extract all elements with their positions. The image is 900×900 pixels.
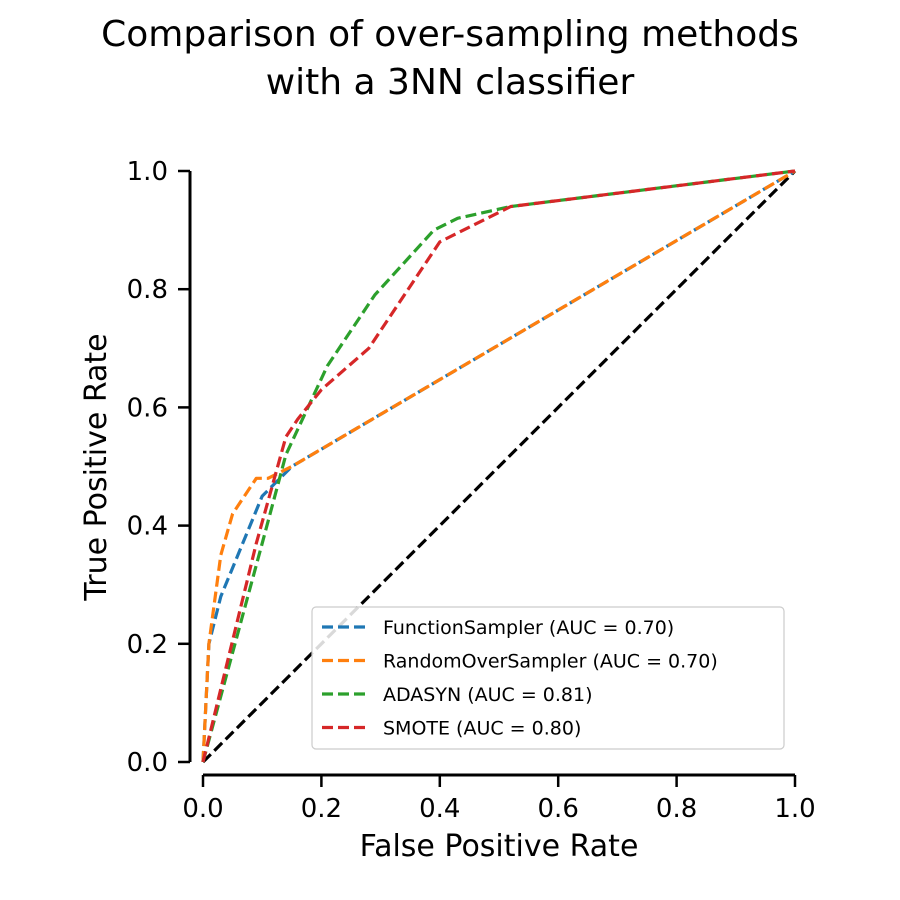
y-tick-label: 0.2 <box>127 630 168 660</box>
x-axis-label: False Positive Rate <box>360 829 639 864</box>
y-tick-label: 0.0 <box>127 748 168 778</box>
legend: FunctionSampler (AUC = 0.70) RandomOverSa… <box>311 606 785 750</box>
x-tick-label: 0.0 <box>182 794 223 824</box>
legend-label: RandomOverSampler (AUC = 0.70) <box>383 651 718 673</box>
legend-label: FunctionSampler (AUC = 0.70) <box>383 617 674 639</box>
axes: 0.0 0.2 0.4 0.6 0.8 1.0 0.0 0.2 0.4 0.6 0.8 1.0 <box>127 157 816 824</box>
y-tick-label: 1.0 <box>127 157 168 187</box>
x-tick-label: 0.6 <box>538 794 579 824</box>
x-tick-label: 0.8 <box>656 794 697 824</box>
legend-box <box>311 606 785 750</box>
x-tick-label: 0.4 <box>419 794 460 824</box>
x-tick-label: 1.0 <box>774 794 815 824</box>
series-line-smote <box>201 169 796 763</box>
series-line-randomoversampler <box>201 169 796 763</box>
plot-area <box>201 169 797 764</box>
series-line-chance <box>201 169 797 764</box>
y-tick-label: 0.4 <box>127 512 168 542</box>
series-line-adasyn <box>201 169 796 763</box>
chart-title-line-2: with a 3NN classifier <box>265 62 635 103</box>
y-tick-label: 0.8 <box>127 275 168 305</box>
legend-label: SMOTE (AUC = 0.80) <box>383 718 581 740</box>
y-axis-label: True Positive Rate <box>79 333 114 601</box>
x-tick-label: 0.2 <box>301 794 342 824</box>
y-tick-label: 0.6 <box>127 393 168 423</box>
legend-label: ADASYN (AUC = 0.81) <box>383 684 593 706</box>
chart-title-line-1: Comparison of over-sampling methods <box>101 14 799 55</box>
